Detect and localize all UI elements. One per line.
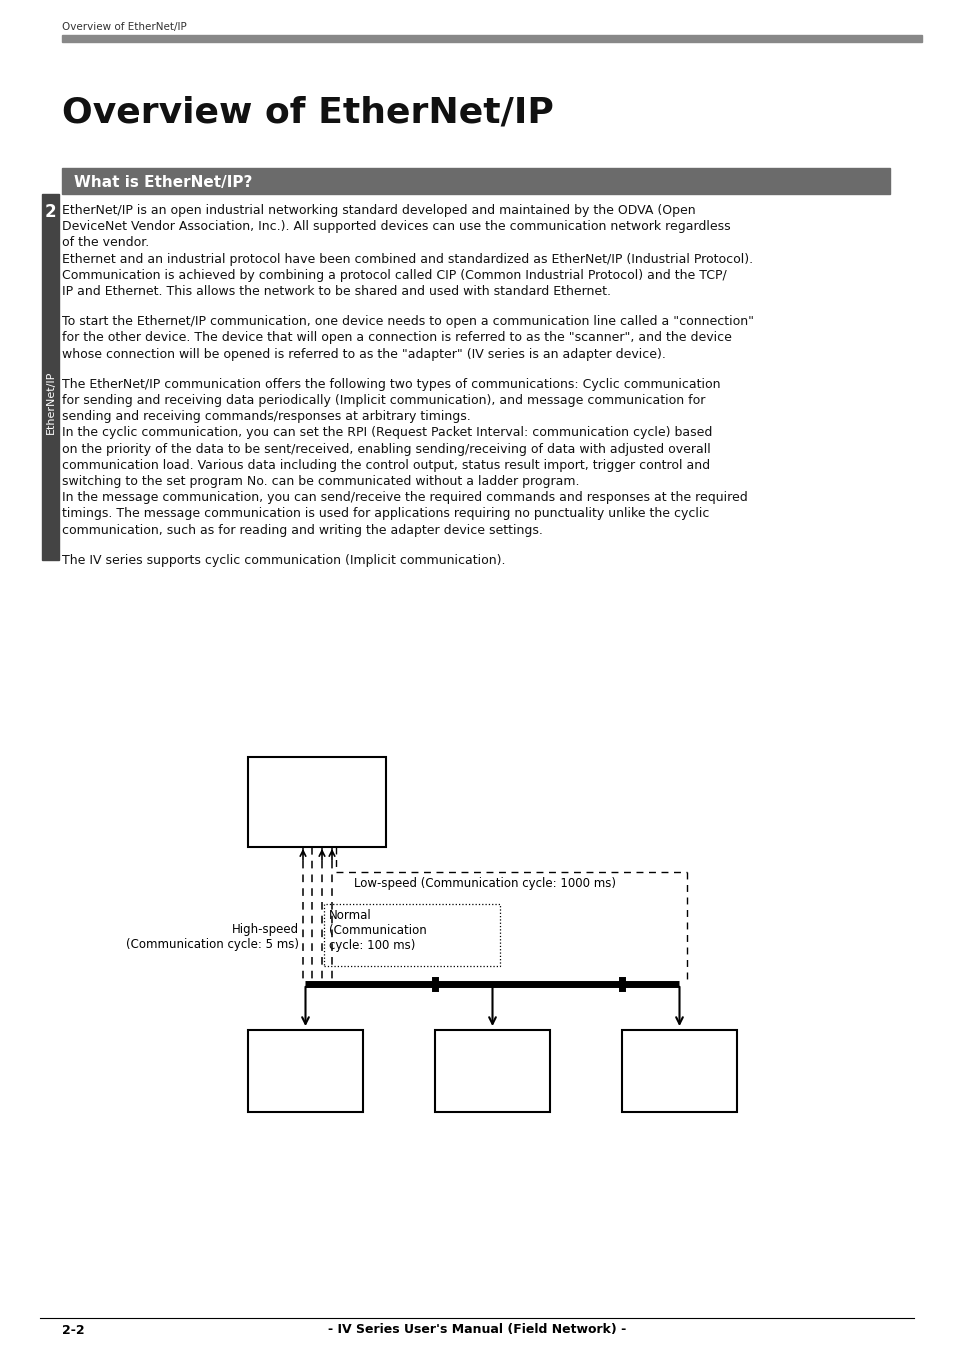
- Bar: [621, 1030, 737, 1112]
- Text: Low-speed (Communication cycle: 1000 ms): Low-speed (Communication cycle: 1000 ms): [354, 878, 616, 890]
- Text: Communication is achieved by combining a protocol called CIP (Common Industrial : Communication is achieved by combining a…: [62, 268, 726, 282]
- Text: for the other device. The device that will open a connection is referred to as t: for the other device. The device that wi…: [62, 332, 731, 344]
- Text: timings. The message communication is used for applications requiring no punctua: timings. The message communication is us…: [62, 507, 709, 520]
- Text: IP and Ethernet. This allows the network to be shared and used with standard Eth: IP and Ethernet. This allows the network…: [62, 284, 610, 298]
- Bar: [324, 905, 500, 967]
- Bar: [62, 35, 921, 42]
- Text: 2: 2: [45, 204, 56, 221]
- Text: of the vendor.: of the vendor.: [62, 236, 149, 249]
- Text: High-speed
(Communication cycle: 5 ms): High-speed (Communication cycle: 5 ms): [126, 923, 298, 950]
- Text: EtherNet/IP is an open industrial networking standard developed and maintained b: EtherNet/IP is an open industrial networ…: [62, 204, 695, 217]
- Bar: [248, 1030, 363, 1112]
- Text: Overview of EtherNet/IP: Overview of EtherNet/IP: [62, 22, 187, 32]
- Text: In the message communication, you can send/receive the required commands and res: In the message communication, you can se…: [62, 491, 747, 504]
- Text: EtherNet/IP: EtherNet/IP: [46, 371, 55, 434]
- Text: on the priority of the data to be sent/received, enabling sending/receiving of d: on the priority of the data to be sent/r…: [62, 442, 710, 456]
- Text: whose connection will be opened is referred to as the "adapter" (IV series is an: whose connection will be opened is refer…: [62, 348, 665, 361]
- Text: DeviceNet Vendor Association, Inc.). All supported devices can use the communica: DeviceNet Vendor Association, Inc.). All…: [62, 220, 730, 233]
- Text: communication load. Various data including the control output, status result imp: communication load. Various data includi…: [62, 458, 709, 472]
- Text: - IV Series User's Manual (Field Network) -: - IV Series User's Manual (Field Network…: [328, 1324, 625, 1336]
- Text: EtherNet/IP
communication
adapter: EtherNet/IP communication adapter: [631, 1050, 727, 1092]
- Text: for sending and receiving data periodically (Implicit communication), and messag: for sending and receiving data periodica…: [62, 394, 704, 407]
- Bar: [248, 758, 386, 847]
- Text: To start the Ethernet/IP communication, one device needs to open a communication: To start the Ethernet/IP communication, …: [62, 315, 753, 328]
- Text: Normal
(Communication
cycle: 100 ms): Normal (Communication cycle: 100 ms): [329, 909, 426, 952]
- Text: EtherNet/IP
communication
scanner: EtherNet/IP communication scanner: [269, 780, 365, 824]
- Text: The EtherNet/IP communication offers the following two types of communications: : The EtherNet/IP communication offers the…: [62, 377, 720, 391]
- Bar: [435, 1030, 550, 1112]
- Text: EtherNet/IP
communication
adapter: EtherNet/IP communication adapter: [444, 1050, 540, 1092]
- Text: What is EtherNet/IP?: What is EtherNet/IP?: [74, 174, 253, 190]
- Text: The IV series supports cyclic communication (Implicit communication).: The IV series supports cyclic communicat…: [62, 554, 505, 566]
- Text: Overview of EtherNet/IP: Overview of EtherNet/IP: [62, 94, 554, 129]
- Text: In the cyclic communication, you can set the RPI (Request Packet Interval: commu: In the cyclic communication, you can set…: [62, 426, 712, 439]
- Text: EtherNet/IP
communication
adapter: EtherNet/IP communication adapter: [257, 1050, 354, 1092]
- Text: Ethernet and an industrial protocol have been combined and standardized as Ether: Ethernet and an industrial protocol have…: [62, 252, 752, 266]
- Text: sending and receiving commands/responses at arbitrary timings.: sending and receiving commands/responses…: [62, 410, 470, 423]
- Text: switching to the set program No. can be communicated without a ladder program.: switching to the set program No. can be …: [62, 474, 578, 488]
- Text: 2-2: 2-2: [62, 1324, 85, 1336]
- Text: communication, such as for reading and writing the adapter device settings.: communication, such as for reading and w…: [62, 523, 542, 537]
- Bar: [62, 168, 889, 194]
- Bar: [42, 194, 59, 559]
